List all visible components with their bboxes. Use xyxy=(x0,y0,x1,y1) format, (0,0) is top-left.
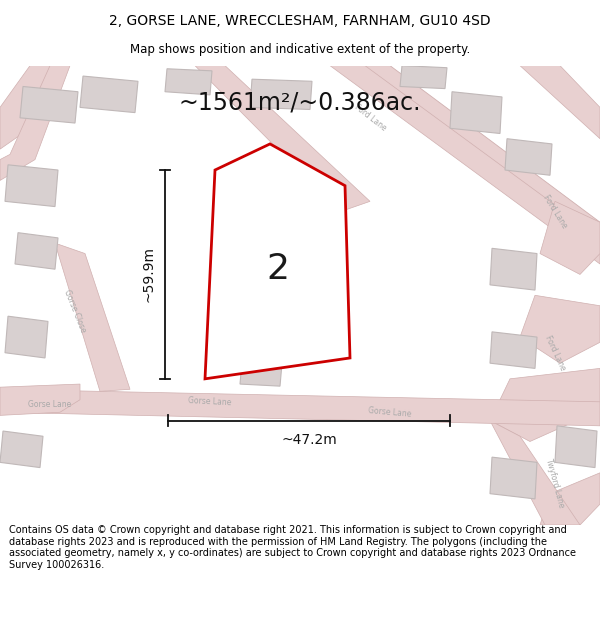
Text: ~59.9m: ~59.9m xyxy=(141,246,155,302)
Polygon shape xyxy=(5,316,48,358)
Polygon shape xyxy=(540,472,600,525)
Polygon shape xyxy=(20,86,78,123)
Polygon shape xyxy=(540,201,600,274)
Polygon shape xyxy=(555,426,597,468)
Polygon shape xyxy=(0,66,70,181)
Text: Ford Lane: Ford Lane xyxy=(543,334,567,372)
Text: Contains OS data © Crown copyright and database right 2021. This information is : Contains OS data © Crown copyright and d… xyxy=(9,525,576,570)
Text: Twyford Lane: Twyford Lane xyxy=(544,458,566,509)
Polygon shape xyxy=(450,92,502,134)
Text: Gorse Lane: Gorse Lane xyxy=(368,406,412,419)
Polygon shape xyxy=(490,248,537,290)
Polygon shape xyxy=(520,66,600,139)
Text: Map shows position and indicative extent of the property.: Map shows position and indicative extent… xyxy=(130,42,470,56)
Polygon shape xyxy=(250,79,312,109)
Polygon shape xyxy=(15,232,58,269)
Polygon shape xyxy=(80,76,138,112)
Polygon shape xyxy=(205,144,350,379)
Polygon shape xyxy=(260,288,307,318)
Polygon shape xyxy=(490,421,580,525)
Polygon shape xyxy=(400,66,447,89)
Text: 2: 2 xyxy=(266,253,290,286)
Polygon shape xyxy=(0,384,80,416)
Text: Gorse Lane: Gorse Lane xyxy=(28,401,71,409)
Polygon shape xyxy=(505,139,552,175)
Text: 2, GORSE LANE, WRECCLESHAM, FARNHAM, GU10 4SD: 2, GORSE LANE, WRECCLESHAM, FARNHAM, GU1… xyxy=(109,14,491,28)
Polygon shape xyxy=(490,457,537,499)
Polygon shape xyxy=(165,69,212,95)
Text: ~1561m²/~0.386ac.: ~1561m²/~0.386ac. xyxy=(179,90,421,114)
Polygon shape xyxy=(490,332,537,368)
Polygon shape xyxy=(340,66,600,245)
Polygon shape xyxy=(0,66,60,149)
Polygon shape xyxy=(195,66,370,212)
Text: Gorse Lane: Gorse Lane xyxy=(188,396,232,408)
Polygon shape xyxy=(490,368,600,441)
Polygon shape xyxy=(55,243,130,391)
Polygon shape xyxy=(520,295,600,363)
Polygon shape xyxy=(0,389,600,426)
Text: Ford Lane: Ford Lane xyxy=(541,194,569,230)
Polygon shape xyxy=(0,431,43,468)
Text: ~47.2m: ~47.2m xyxy=(281,433,337,447)
Polygon shape xyxy=(240,361,282,386)
Polygon shape xyxy=(330,66,600,264)
Polygon shape xyxy=(5,165,58,207)
Text: Gorse Close: Gorse Close xyxy=(62,288,88,334)
Text: Ford Lane: Ford Lane xyxy=(352,102,388,133)
